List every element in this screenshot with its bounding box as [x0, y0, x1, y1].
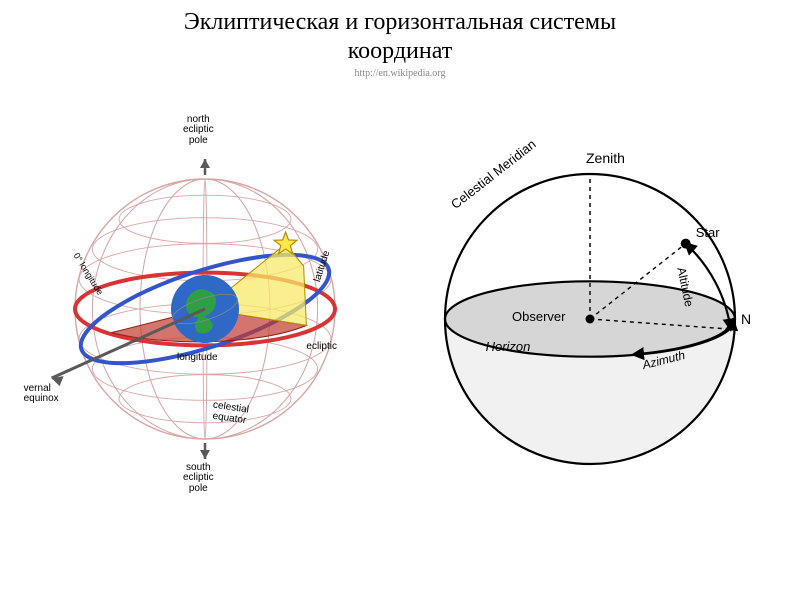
diagram-label: Zenith [586, 150, 625, 166]
diagram-label: Horizon [486, 339, 531, 354]
horizontal-diagram: ZenithCelestial MeridianStarObserverHori… [415, 99, 775, 519]
title-line-1: Эклиптическая и горизонтальная системы [184, 9, 616, 35]
diagram-label: southeclipticpole [183, 463, 214, 495]
page-title: Эклиптическая и горизонтальная системы к… [0, 0, 800, 66]
title-line-2: координат [348, 38, 453, 64]
diagram-label: northeclipticpole [183, 115, 214, 147]
diagram-label: ecliptic [306, 341, 337, 352]
diagram-label: Observer [512, 309, 565, 324]
diagram-label: Star [696, 225, 720, 240]
subtitle: http://en.wikipedia.org [0, 68, 800, 79]
diagram-label: N [741, 311, 751, 327]
diagram-row: northeclipticpole southeclipticpole vernal… [0, 99, 800, 519]
diagram-label: longitude [177, 352, 218, 363]
ecliptic-diagram: northeclipticpole southeclipticpole vernal… [25, 99, 385, 519]
diagram-label: vernalequinox [24, 384, 59, 405]
